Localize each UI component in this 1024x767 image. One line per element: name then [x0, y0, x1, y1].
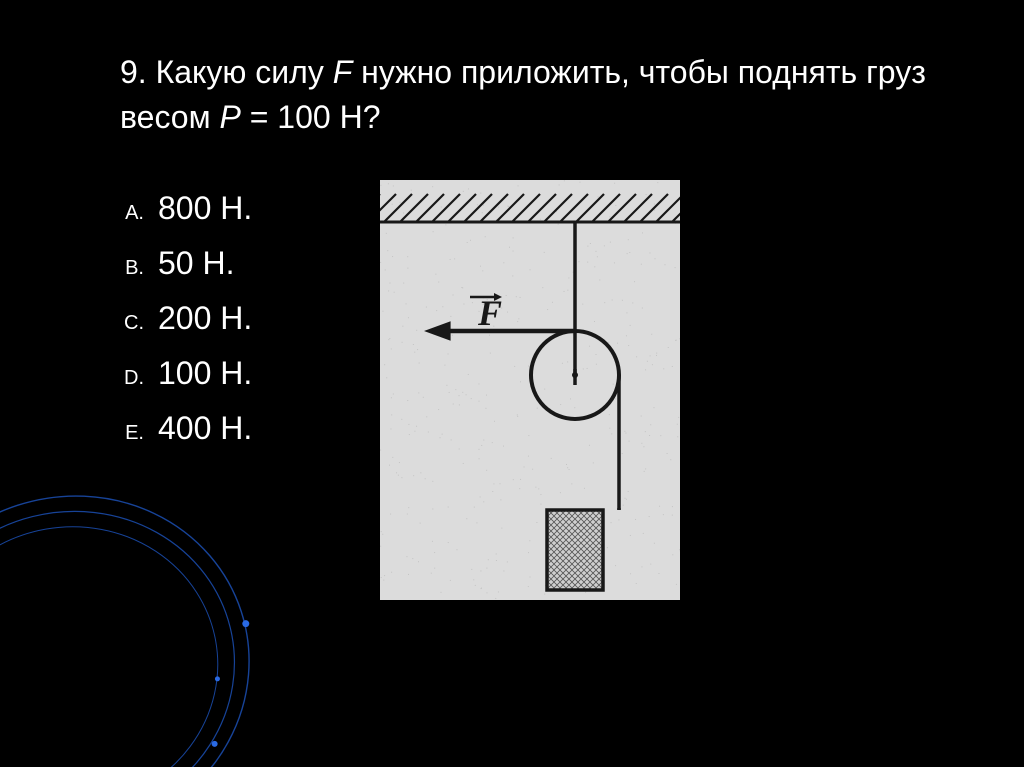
question-suffix: = 100 Н? [241, 99, 381, 135]
option-text: 100 Н. [158, 355, 252, 392]
option-d[interactable]: D. 100 Н. [100, 355, 360, 392]
pulley-diagram: F [380, 180, 680, 600]
option-text: 200 Н. [158, 300, 252, 337]
option-marker: A. [100, 202, 158, 225]
option-marker: E. [100, 422, 158, 445]
option-a[interactable]: A. 800 Н. [100, 190, 360, 227]
option-marker: D. [100, 367, 158, 390]
option-marker: C. [100, 312, 158, 335]
option-text: 400 Н. [158, 410, 252, 447]
option-marker: B. [100, 257, 158, 280]
option-text: 50 Н. [158, 245, 234, 282]
option-e[interactable]: E. 400 Н. [100, 410, 360, 447]
option-text: 800 Н. [158, 190, 252, 227]
diagram-container: F [380, 180, 680, 600]
question-prefix: 9. Какую силу [120, 54, 333, 90]
question-var-f: F [333, 54, 353, 90]
question-text: 9. Какую силу F нужно приложить, чтобы п… [120, 50, 974, 140]
option-c[interactable]: C. 200 Н. [100, 300, 360, 337]
question-var-p: P [219, 99, 240, 135]
option-b[interactable]: B. 50 Н. [100, 245, 360, 282]
options-list: A. 800 Н. B. 50 Н. C. 200 Н. D. 100 Н. E… [100, 190, 360, 465]
svg-text:F: F [477, 293, 502, 333]
